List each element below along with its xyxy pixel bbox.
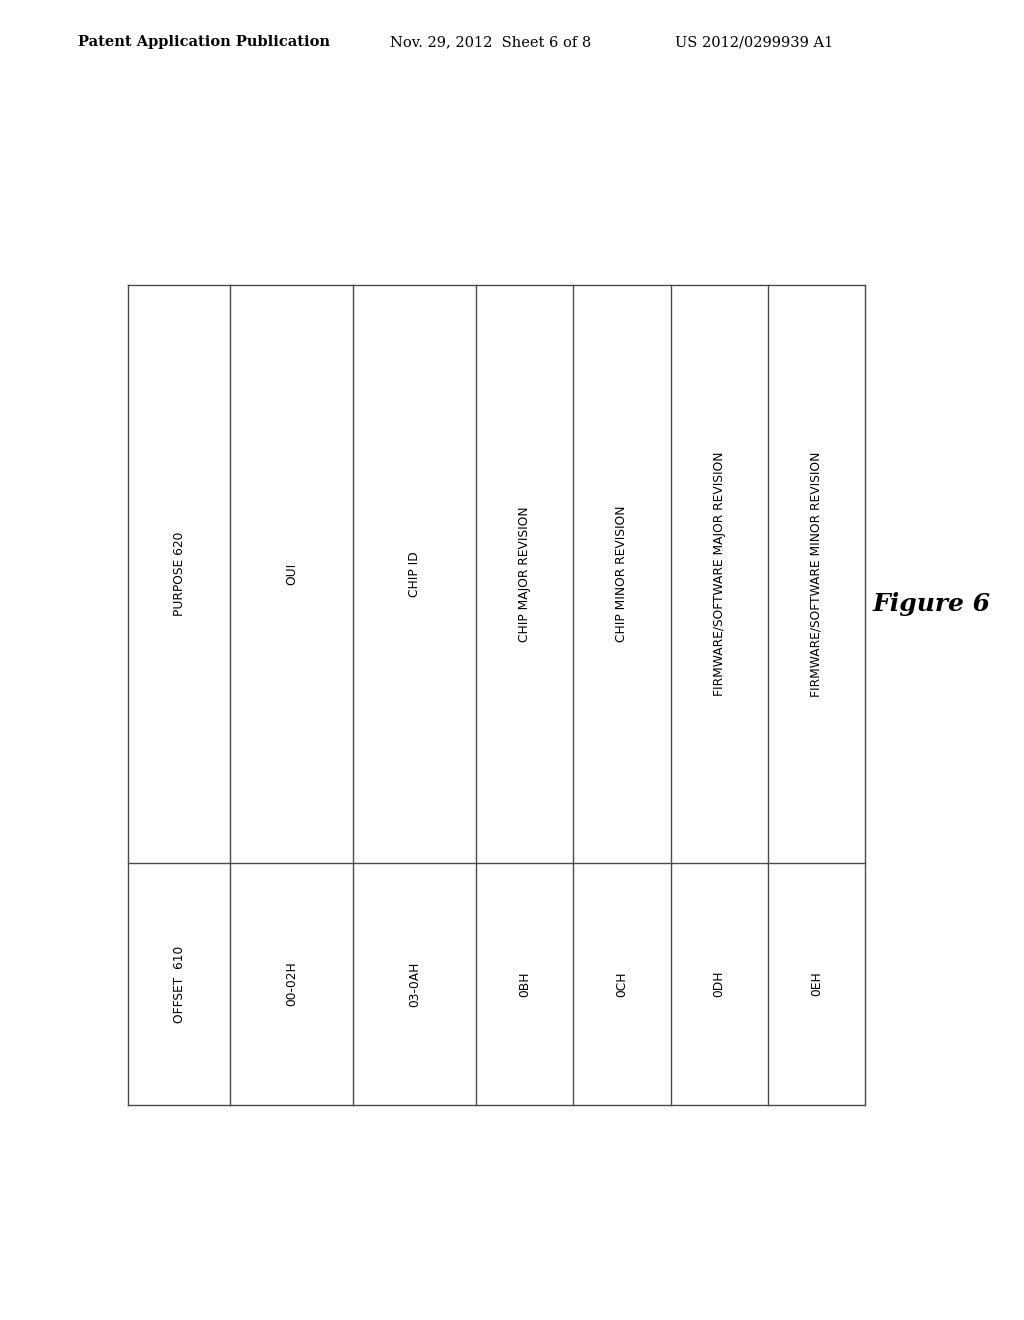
Text: 0DH: 0DH <box>713 970 726 998</box>
Text: FIRMWARE/SOFTWARE MAJOR REVISION: FIRMWARE/SOFTWARE MAJOR REVISION <box>713 451 726 697</box>
Text: CHIP MAJOR REVISION: CHIP MAJOR REVISION <box>518 507 531 642</box>
Text: Nov. 29, 2012  Sheet 6 of 8: Nov. 29, 2012 Sheet 6 of 8 <box>390 36 591 49</box>
Text: OUI: OUI <box>286 562 298 585</box>
Text: PURPOSE 620: PURPOSE 620 <box>173 532 185 616</box>
Text: 0EH: 0EH <box>810 972 823 997</box>
Text: Patent Application Publication: Patent Application Publication <box>78 36 330 49</box>
Text: 03-0AH: 03-0AH <box>409 961 421 1007</box>
Text: CHIP ID: CHIP ID <box>409 552 421 597</box>
Text: 0BH: 0BH <box>518 972 531 997</box>
Text: FIRMWARE/SOFTWARE MINOR REVISION: FIRMWARE/SOFTWARE MINOR REVISION <box>810 451 823 697</box>
Text: 00-02H: 00-02H <box>286 962 298 1006</box>
Text: 0CH: 0CH <box>615 972 629 997</box>
Text: US 2012/0299939 A1: US 2012/0299939 A1 <box>675 36 834 49</box>
Text: Figure 6: Figure 6 <box>873 593 991 616</box>
Text: OFFSET  610: OFFSET 610 <box>173 945 185 1023</box>
Text: CHIP MINOR REVISION: CHIP MINOR REVISION <box>615 506 629 643</box>
